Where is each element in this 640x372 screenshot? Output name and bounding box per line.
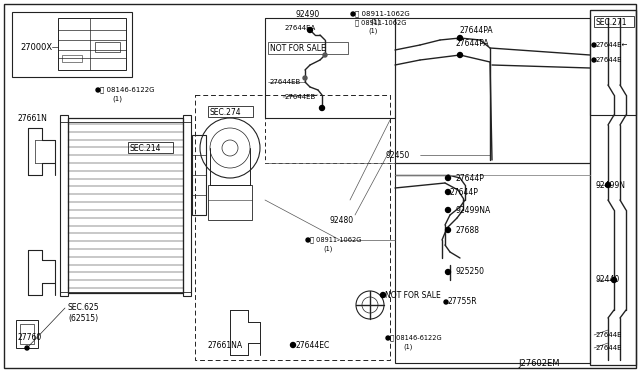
Bar <box>265 18 395 118</box>
Bar <box>128 142 173 153</box>
Circle shape <box>351 12 355 16</box>
Circle shape <box>445 208 451 212</box>
Text: SEC.625: SEC.625 <box>68 304 100 312</box>
Circle shape <box>445 269 451 275</box>
Bar <box>590 10 636 365</box>
Circle shape <box>386 336 390 340</box>
Circle shape <box>592 43 596 47</box>
Bar <box>58 18 126 70</box>
Text: 27644EA: 27644EA <box>285 25 316 31</box>
Text: 27688: 27688 <box>455 225 479 234</box>
Text: J27602EM: J27602EM <box>518 359 560 368</box>
Circle shape <box>592 58 596 62</box>
Bar <box>208 106 253 117</box>
Text: 27644E: 27644E <box>596 57 623 63</box>
Circle shape <box>611 278 616 282</box>
Text: NOT FOR SALE: NOT FOR SALE <box>385 291 441 299</box>
Text: 27760: 27760 <box>18 334 42 343</box>
Text: 27644E: 27644E <box>596 332 623 338</box>
Bar <box>590 10 636 115</box>
Text: (1): (1) <box>112 96 122 102</box>
Bar <box>183 115 191 296</box>
Circle shape <box>381 292 385 298</box>
Text: SEC.274: SEC.274 <box>210 108 242 116</box>
Bar <box>594 16 634 27</box>
Text: 27644EB: 27644EB <box>270 79 301 85</box>
Text: 27644EC: 27644EC <box>295 340 329 350</box>
Bar <box>195 95 390 360</box>
Bar <box>62 55 82 62</box>
Bar <box>16 320 38 348</box>
Text: 92480: 92480 <box>330 215 354 224</box>
Circle shape <box>458 52 463 58</box>
Text: 27644E←: 27644E← <box>596 42 628 48</box>
Text: 92440: 92440 <box>596 276 620 285</box>
Circle shape <box>96 88 100 92</box>
Text: 92490: 92490 <box>295 10 319 19</box>
Bar <box>395 163 590 363</box>
Text: Ⓝ 08146-6122G: Ⓝ 08146-6122G <box>100 87 154 93</box>
Circle shape <box>605 183 611 187</box>
Text: Ⓝ 08146-6122G: Ⓝ 08146-6122G <box>390 335 442 341</box>
Bar <box>265 18 395 163</box>
Bar <box>395 18 590 163</box>
Bar <box>208 185 252 220</box>
Circle shape <box>319 106 324 110</box>
Circle shape <box>445 228 451 232</box>
Circle shape <box>458 35 463 41</box>
Text: 27644E: 27644E <box>596 345 623 351</box>
Text: (62515): (62515) <box>68 314 98 323</box>
Text: NOT FOR SALE: NOT FOR SALE <box>270 44 326 52</box>
Text: (1): (1) <box>323 246 332 252</box>
Text: 925250: 925250 <box>455 267 484 276</box>
Circle shape <box>291 343 296 347</box>
Text: Ⓝ 08911-1062G: Ⓝ 08911-1062G <box>310 237 362 243</box>
Bar <box>192 135 206 215</box>
Text: (1): (1) <box>403 344 412 350</box>
Text: (1): (1) <box>368 28 378 34</box>
Circle shape <box>306 238 310 242</box>
Text: 92499NA: 92499NA <box>455 205 490 215</box>
Circle shape <box>323 53 327 57</box>
Text: 27644P: 27644P <box>455 173 484 183</box>
Text: 27000X: 27000X <box>20 42 52 51</box>
Text: 92450: 92450 <box>385 151 409 160</box>
Circle shape <box>445 189 451 195</box>
Text: 27661NA: 27661NA <box>208 341 243 350</box>
Bar <box>60 115 68 296</box>
Text: SEC.271: SEC.271 <box>596 17 627 26</box>
Bar <box>268 42 348 54</box>
Bar <box>95 42 120 52</box>
Bar <box>20 324 34 344</box>
Text: Ⓝ 08911-1062G: Ⓝ 08911-1062G <box>355 11 410 17</box>
Text: SEC.214: SEC.214 <box>130 144 161 153</box>
Text: (1): (1) <box>370 19 380 25</box>
Circle shape <box>445 176 451 180</box>
Bar <box>12 12 132 77</box>
Text: 27661N: 27661N <box>18 113 48 122</box>
Circle shape <box>307 28 312 32</box>
Text: Ⓝ 08911-1062G: Ⓝ 08911-1062G <box>355 20 406 26</box>
Circle shape <box>25 346 29 350</box>
Text: 27644PA: 27644PA <box>455 38 488 48</box>
Text: 27644PA: 27644PA <box>460 26 493 35</box>
Text: 27644P: 27644P <box>450 187 479 196</box>
Text: 92499N: 92499N <box>596 180 626 189</box>
Bar <box>68 118 183 293</box>
Text: 27644EB: 27644EB <box>285 94 316 100</box>
Circle shape <box>444 300 448 304</box>
Text: 27755R: 27755R <box>448 298 477 307</box>
Circle shape <box>303 76 307 80</box>
